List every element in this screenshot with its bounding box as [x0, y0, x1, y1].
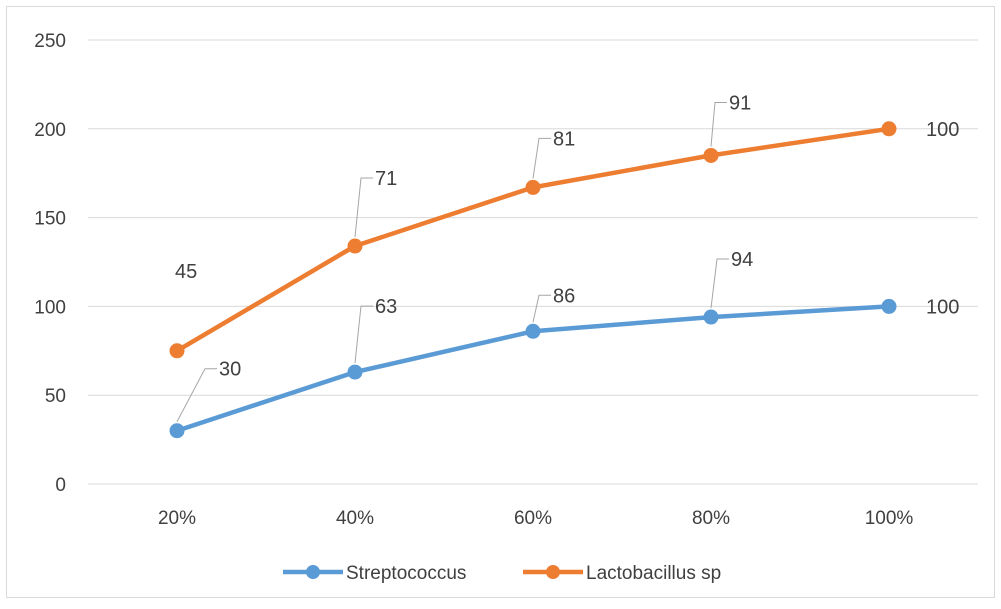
data-label: 86: [553, 285, 575, 307]
legend-swatch-marker: [306, 565, 320, 579]
data-point: [347, 364, 363, 380]
data-point: [881, 121, 897, 137]
legend-label: Streptococcus: [346, 563, 466, 584]
data-label: 45: [175, 261, 197, 283]
legend-swatch-marker: [546, 565, 560, 579]
data-label: 94: [731, 249, 753, 271]
data-point: [347, 238, 363, 254]
leader-line: [710, 258, 729, 309]
leader-line: [354, 177, 373, 238]
x-tick-label: 40%: [336, 508, 374, 529]
data-point: [703, 147, 719, 163]
data-label: 100: [926, 296, 959, 318]
x-tick-label: 20%: [158, 508, 196, 529]
data-label: 30: [219, 359, 241, 381]
x-tick-label: 60%: [514, 508, 552, 529]
x-tick-label: 80%: [692, 508, 730, 529]
data-point: [525, 179, 541, 195]
data-point: [169, 423, 185, 439]
legend-label: Lactobacillus sp: [586, 563, 721, 584]
gridlines: [88, 39, 978, 485]
y-tick-label: 100: [34, 297, 66, 318]
leader-line: [354, 305, 373, 364]
data-label: 100: [926, 119, 959, 141]
y-tick-label: 150: [34, 209, 66, 230]
y-tick-label: 200: [34, 120, 66, 141]
leader-line: [176, 368, 217, 422]
data-label: 71: [375, 168, 397, 190]
leader-line: [532, 294, 551, 323]
data-point: [169, 343, 185, 359]
x-tick-label: 100%: [865, 508, 914, 529]
y-axis-ticks: 0 50 100 150 200 250: [34, 31, 66, 496]
data-point: [525, 323, 541, 339]
chart-border: [6, 6, 995, 598]
y-tick-label: 50: [45, 386, 66, 407]
leader-line: [532, 137, 551, 179]
y-tick-label: 250: [34, 31, 66, 52]
data-label: 91: [729, 92, 751, 114]
y-tick-label: 0: [55, 475, 66, 496]
x-axis-ticks: 20% 40% 60% 80% 100%: [158, 508, 913, 529]
data-point: [881, 298, 897, 314]
data-label: 63: [375, 296, 397, 318]
leader-line: [710, 101, 727, 147]
data-point: [703, 309, 719, 325]
data-label: 81: [553, 128, 575, 150]
legend: Streptococcus Lactobacillus sp: [283, 563, 721, 584]
series-group: 30 63 86 94 100 45 71 81 91 100: [169, 92, 959, 439]
